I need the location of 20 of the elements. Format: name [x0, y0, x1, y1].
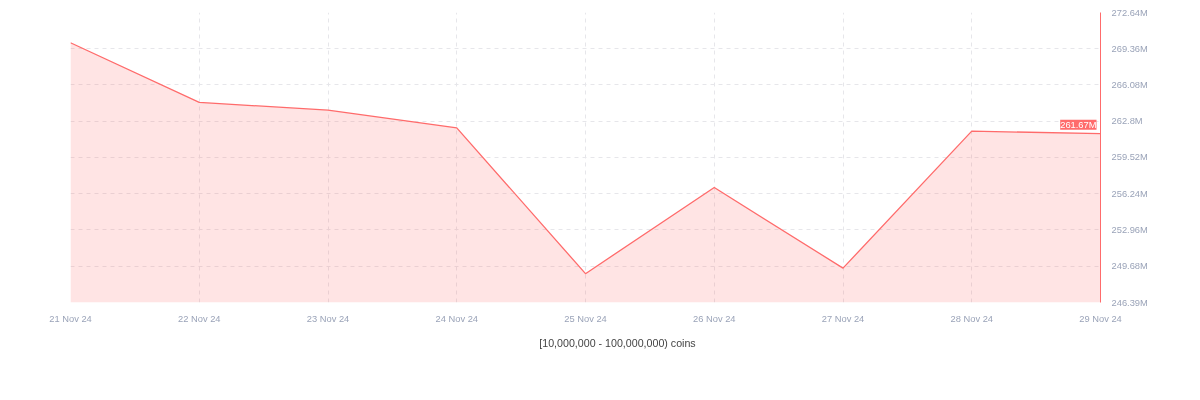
y-tick-label: 259.52M	[1111, 152, 1148, 163]
x-tick-label: 26 Nov 24	[692, 313, 736, 324]
x-tick-label: 29 Nov 24	[1079, 313, 1122, 324]
y-tick-label: 269.36M	[1111, 43, 1148, 54]
y-tick-label: 256.24M	[1111, 188, 1148, 199]
text: [10,000,000 - 100,000,000) coins	[539, 337, 696, 349]
annotation: 261.67M	[1060, 119, 1097, 130]
x-tick-label: 22 Nov 24	[177, 313, 221, 324]
y-tick-label: 272.64M	[1111, 7, 1148, 18]
x-tick-label: 21 Nov 24	[49, 313, 92, 324]
y-tick-label: 266.08M	[1111, 79, 1148, 90]
y-tick-label: 252.96M	[1111, 224, 1148, 235]
x-tick-label: 27 Nov 24	[821, 313, 865, 324]
x-tick-label: 23 Nov 24	[306, 313, 350, 324]
x-tick-label: 24 Nov 24	[435, 313, 479, 324]
y-tick-label: 262.8M	[1111, 116, 1143, 127]
y-tick-label: 249.68M	[1111, 261, 1148, 272]
y-tick-label: 246.39M	[1111, 297, 1148, 308]
x-tick-label: 25 Nov 24	[564, 313, 607, 324]
x-tick-label: 28 Nov 24	[950, 313, 994, 324]
